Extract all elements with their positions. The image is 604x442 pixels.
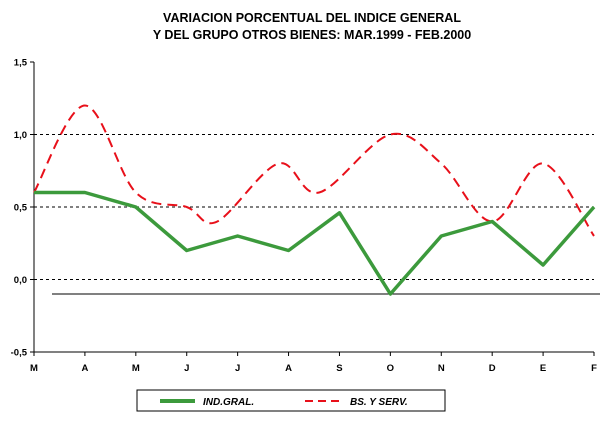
y-tick-label: 0,0: [14, 275, 27, 286]
x-tick-label: O: [387, 363, 394, 374]
y-tick-label: 0,5: [14, 203, 28, 214]
y-ticks: -0,5 0,0 0,5 1,0 1,5: [11, 58, 34, 359]
y-tick-label: -0,5: [11, 348, 28, 359]
x-tick-label: D: [489, 363, 496, 374]
x-tick-label: N: [438, 363, 445, 374]
legend-box: [136, 389, 446, 412]
x-tick-label: J: [235, 363, 240, 374]
x-tick-label: S: [336, 363, 342, 374]
legend-label-bs-serv: BS. Y SERV.: [350, 397, 408, 408]
x-tick-label: J: [184, 363, 189, 374]
legend-label-ind-gral: IND.GRAL.: [203, 397, 254, 408]
gridlines: [34, 134, 594, 280]
series-line-ind-gral: [34, 190, 596, 296]
x-tick-label: E: [540, 363, 546, 374]
x-tick-label: M: [30, 363, 38, 374]
chart-title-line-2: Y DEL GRUPO OTROS BIENES: MAR.1999 - FEB…: [153, 28, 471, 42]
series-line-bs-serv: [33, 104, 595, 237]
y-tick-label: 1,5: [14, 58, 28, 69]
chart-title-line-1: VARIACION PORCENTUAL DEL INDICE GENERAL: [163, 11, 461, 25]
x-tick-label: M: [132, 363, 140, 374]
series-layer: [33, 104, 596, 296]
x-tick-label: A: [81, 363, 88, 374]
legend: IND.GRAL. BS. Y SERV.: [136, 389, 446, 412]
y-tick-label: 1,0: [14, 130, 27, 141]
x-tick-label: A: [285, 363, 292, 374]
x-tick-label: F: [591, 363, 597, 374]
